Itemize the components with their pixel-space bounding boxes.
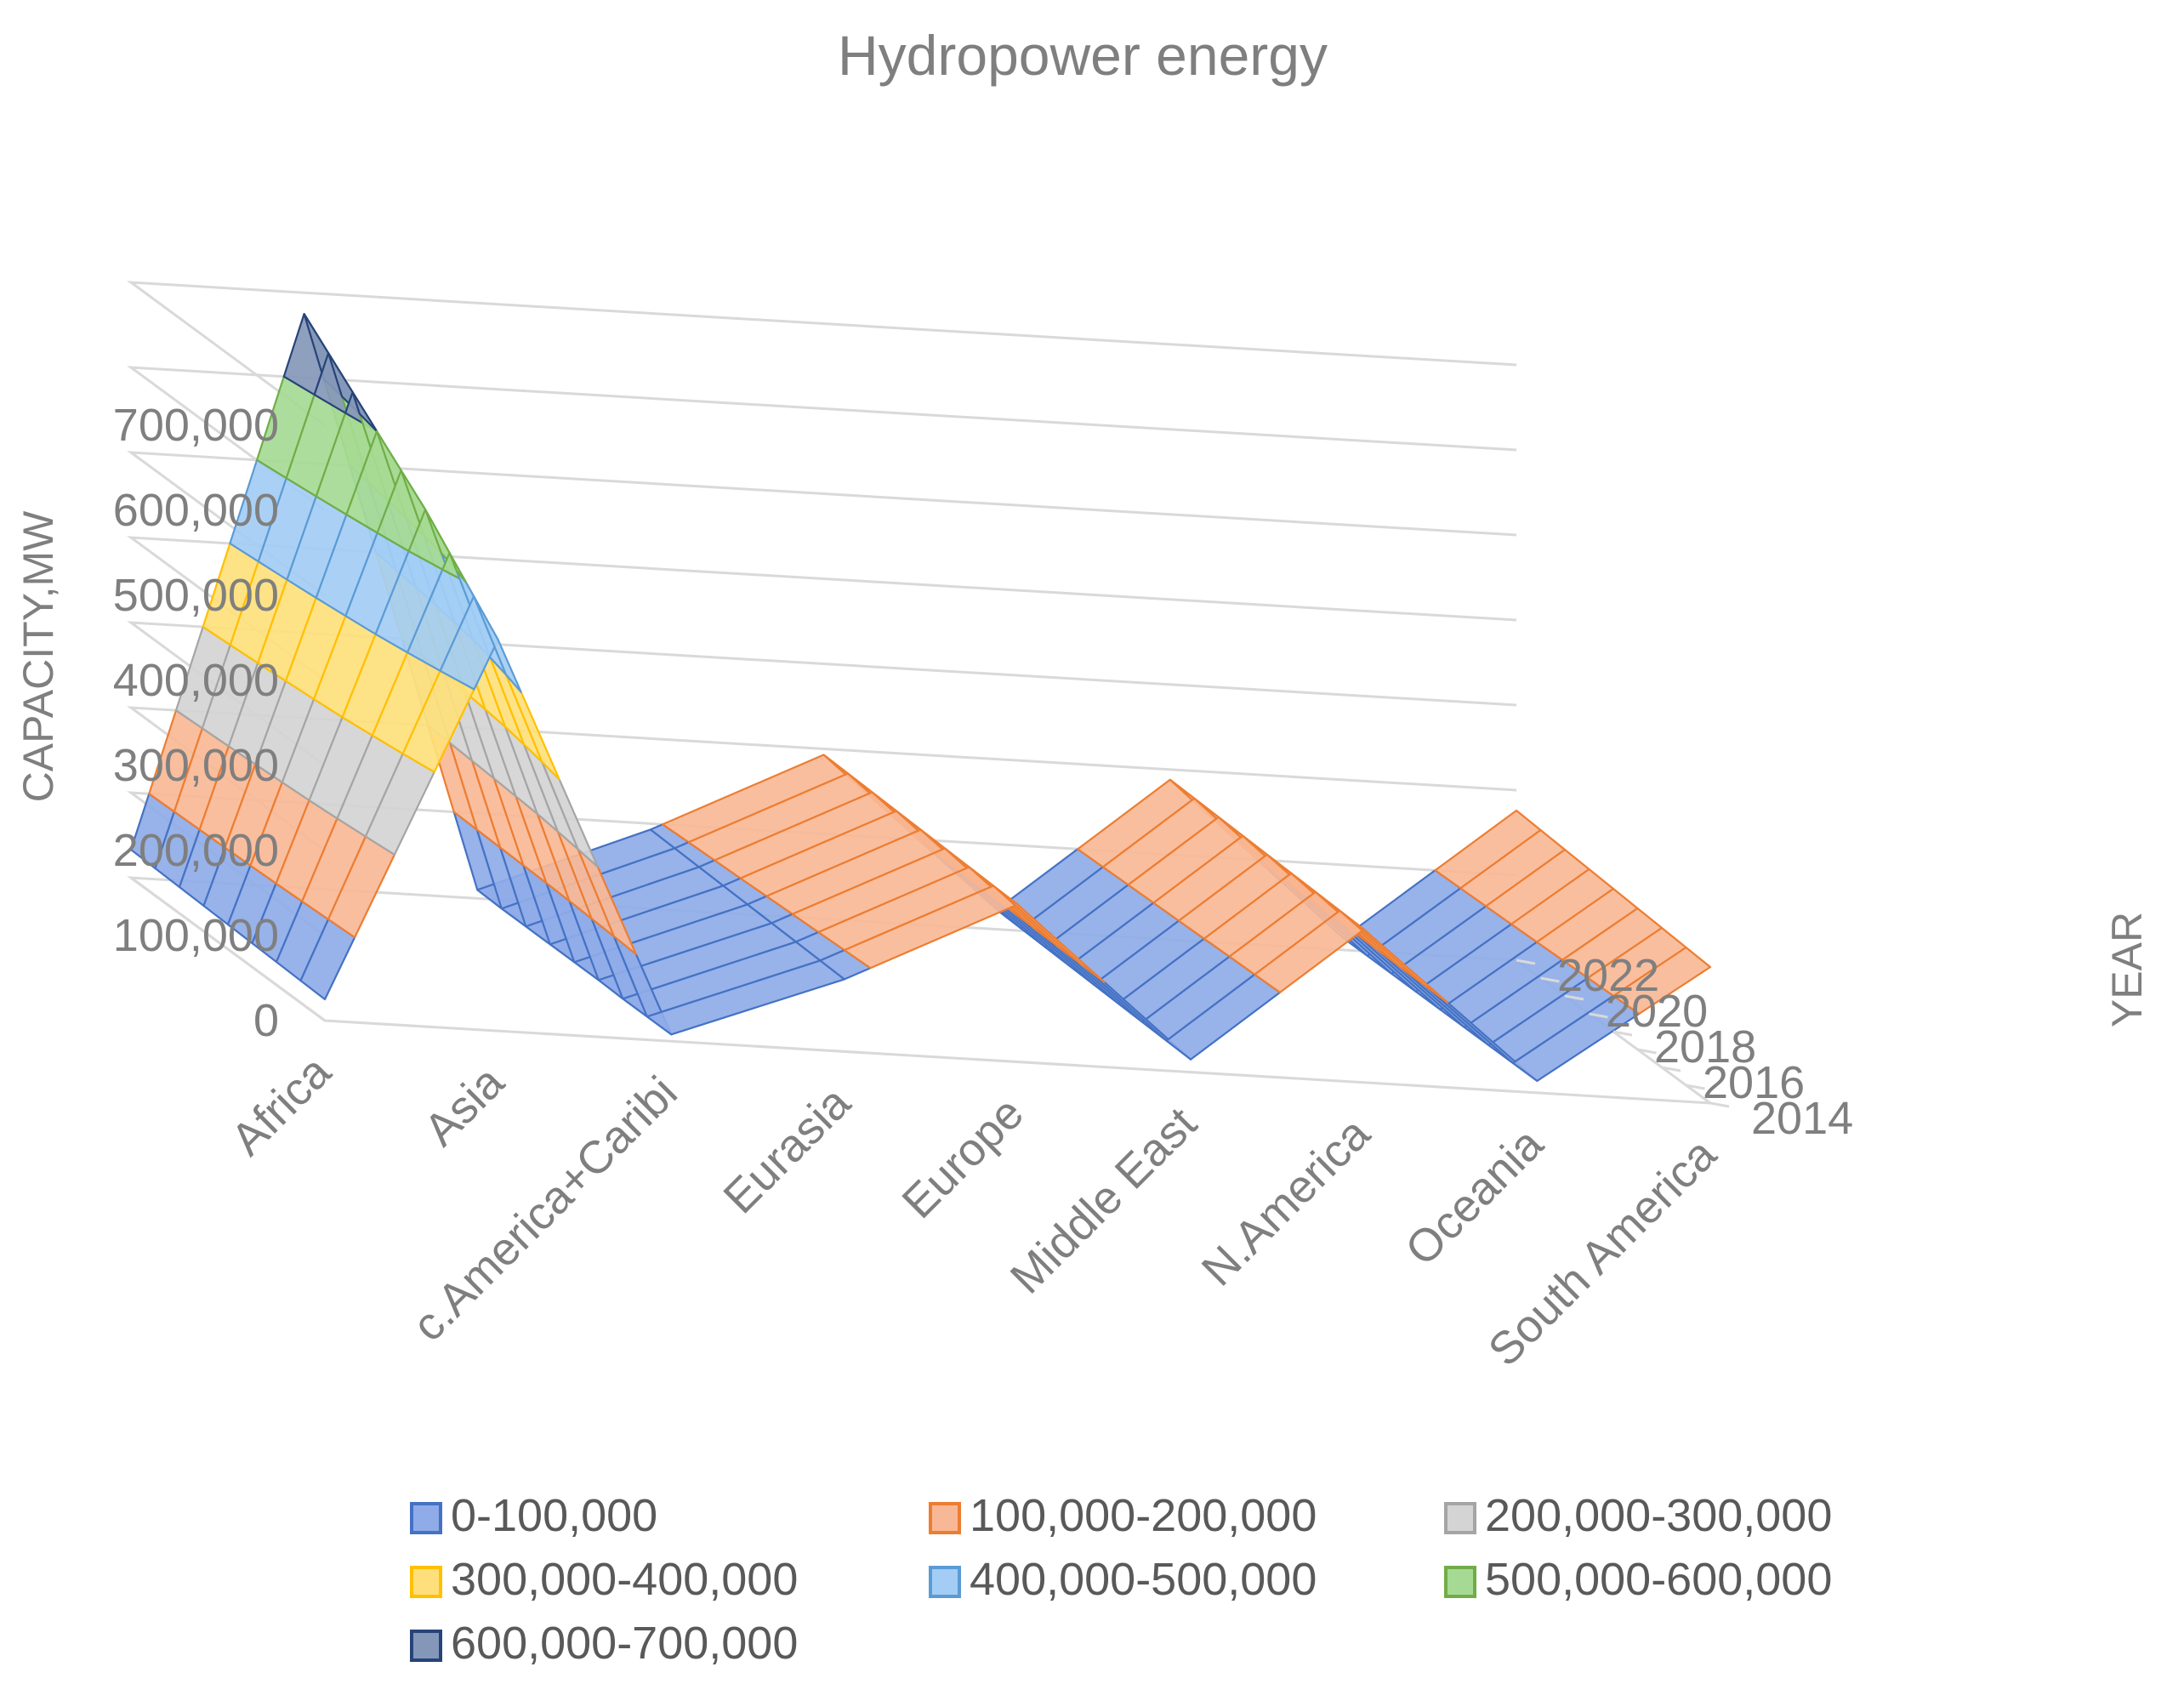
year-tick-label: 2016 [1703,1057,1805,1108]
category-label: Eurasia [714,1077,861,1224]
surface-cell [1165,909,1365,1061]
surface-band-patch [1612,946,1712,1015]
legend-swatch [410,1630,442,1662]
z-tick-label: 200,000 [113,825,279,876]
legend-swatch [1444,1566,1476,1598]
year-tick [1540,976,1560,983]
year-tick [1686,1084,1705,1090]
surface-cell [129,313,330,870]
legend-swatch [929,1502,961,1534]
year-tick [1589,1012,1608,1019]
category-label: N.America [1192,1107,1380,1295]
chart-title: Hydropower energy [838,24,1328,87]
legend-item: 500,000-600,000 [1444,1554,1832,1605]
legend-swatch [410,1502,442,1534]
gridline [127,281,1517,427]
surface-band-patch [351,391,378,433]
category-label: Africa [221,1045,341,1165]
legend-item: 0-100,000 [410,1490,657,1541]
surface-band-patch [472,594,522,693]
legend-label: 0-100,000 [451,1490,657,1541]
z-tick-label: 100,000 [113,910,279,961]
legend-swatch [929,1566,961,1598]
legend: 0-100,000 100,000-200,000 200,000-300,000 3… [410,1490,1832,1669]
legend-label: 300,000-400,000 [451,1554,798,1605]
legend-label: 200,000-300,000 [1485,1490,1832,1541]
legend-swatch [1444,1502,1476,1534]
surface-band-patch [448,551,467,583]
category-label: Europe [892,1088,1033,1229]
legend-label: 600,000-700,000 [451,1618,798,1669]
category-label: Middle East [1001,1098,1207,1304]
year-tick [1709,1101,1730,1108]
legend-swatch [410,1566,442,1598]
surface-cell [992,885,1192,1061]
legend-label: 400,000-500,000 [970,1554,1317,1605]
surface-band-patch [1339,909,1449,1004]
surface-cell [472,594,673,1036]
z-tick-label: 0 [253,995,279,1046]
legend-item: 400,000-500,000 [929,1554,1317,1605]
year-tick-label: 2014 [1751,1093,1853,1144]
year-tick [1612,1030,1633,1037]
category-label: Asia [414,1055,514,1155]
z-tick-label: 400,000 [113,655,279,706]
surface-cell [178,391,378,907]
surface-band-patch [992,885,1106,983]
year-axis-label: YEAR [2103,912,2151,1027]
legend-item: 300,000-400,000 [410,1554,798,1605]
legend-item: 600,000-700,000 [410,1618,798,1669]
legend-item: 200,000-300,000 [1444,1490,1832,1541]
year-tick-label: 2022 [1557,950,1659,1001]
year-tick [1564,994,1584,1001]
year-tick [1637,1048,1657,1055]
year-tick [1516,959,1536,965]
year-tick [1661,1066,1681,1072]
surface-cell [299,594,499,1001]
z-tick-label: 500,000 [113,570,279,621]
category-label: Oceania [1396,1118,1553,1275]
legend-item: 100,000-200,000 [929,1490,1317,1541]
year-tick-label: 2018 [1654,1021,1756,1072]
z-axis-ticks: 0 100,000 200,000 300,000 400,000 500,000 600,… [113,400,279,1046]
surface-plot [129,313,1712,1083]
surface-cell [251,508,451,964]
z-tick-label: 700,000 [113,400,279,451]
z-tick-label: 600,000 [113,485,279,536]
year-tick-label: 2020 [1606,986,1708,1037]
surface-cell [226,469,427,945]
legend-label: 500,000-600,000 [1485,1554,1832,1605]
z-axis-label: CAPACITY,MW [14,510,62,802]
z-tick-label: 300,000 [113,740,279,791]
legend-label: 100,000-200,000 [970,1490,1317,1541]
